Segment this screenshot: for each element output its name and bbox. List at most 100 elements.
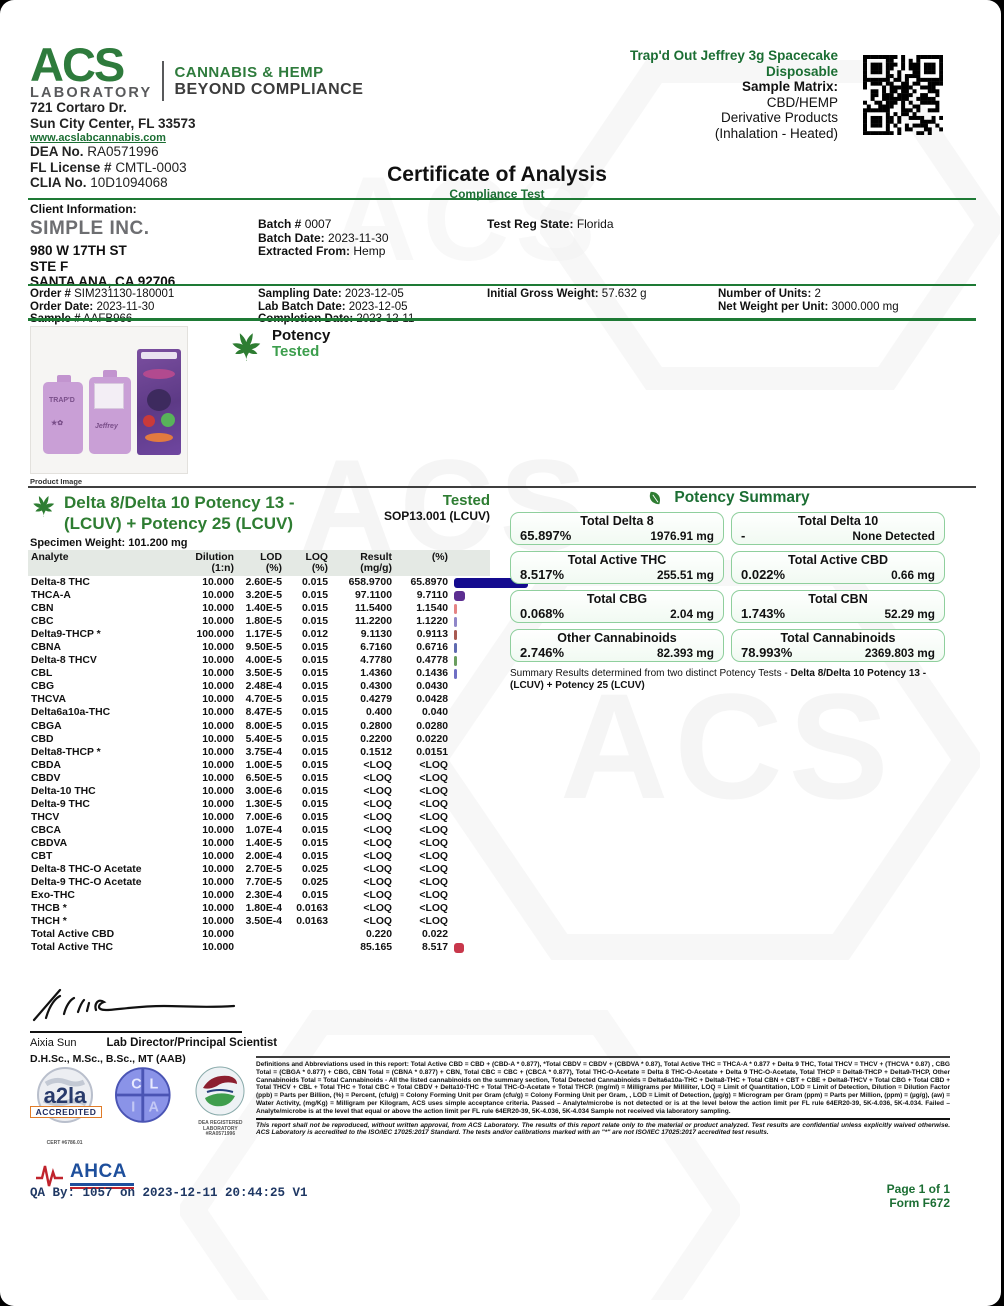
leaf-pin-icon <box>650 491 661 505</box>
table-row: Delta8-THCP * 10.000 3.75E-4 0.015 0.1512 0.0… <box>31 746 448 758</box>
summary-box: Total CBG 0.068% 2.04 mg <box>510 590 724 623</box>
table-row: Delta9-THCP * 100.000 1.17E-5 0.012 9.1130 0.… <box>28 628 490 641</box>
summary-box: Other Cannabinoids 2.746% 82.393 mg <box>510 629 724 662</box>
info-pair: Number of Units: 2 <box>718 288 821 300</box>
analyte-table-header: Analyte Dilution (1:n) LOD (%) LOQ (%) Resu… <box>28 550 490 576</box>
page-footer-right: Page 1 of 1 Form F672 <box>760 1182 950 1210</box>
client-address2: STE F <box>30 258 69 274</box>
clia-logo: C L I A <box>115 1067 171 1123</box>
product-info-block: Trap'd Out Jeffrey 3g Spacecake Disposab… <box>500 48 838 141</box>
table-row: THCVA 10.000 4.70E-5 0.015 0.4279 0.0428 <box>31 694 448 706</box>
dea-seal-icon <box>195 1066 245 1116</box>
form-number: Form F672 <box>889 1196 950 1210</box>
svg-text:C: C <box>131 1076 141 1092</box>
table-row: CBNA 10.000 9.50E-5 0.015 6.7160 0.6716 <box>28 641 490 654</box>
divider <box>28 486 976 489</box>
product-photo: TRAP'D ★✿ Jeffrey Product Image <box>30 326 188 486</box>
table-row: Delta-9 THC-O Acetate 10.000 7.70E-5 0.025 <… <box>31 877 448 889</box>
page-title: Certificate of Analysis <box>387 163 607 186</box>
table-row: Exo-THC 10.000 2.30E-4 0.015 <LOQ <LOQ <box>31 890 448 902</box>
potency-test-status: Tested <box>442 492 490 509</box>
logo-tagline2: BEYOND COMPLIANCE <box>174 81 364 98</box>
clia-value: 10D1094068 <box>90 175 168 190</box>
acs-logo-laboratory: LABORATORY <box>30 85 153 101</box>
result-bar <box>454 616 457 627</box>
sample-matrix-line1: CBD/HEMP <box>766 94 838 110</box>
signer-credentials: D.H.Sc., M.Sc., B.Sc., MT (AAB) <box>30 1053 186 1065</box>
order-info-col3: Initial Gross Weight: 57.632 g <box>487 288 647 301</box>
client-address1: 980 W 17TH ST <box>30 243 127 258</box>
result-bar <box>454 668 457 679</box>
badge-potency-label: Potency <box>272 327 331 344</box>
table-row: Delta-9 THC 10.000 1.30E-5 0.015 <LOQ <LOQ <box>31 798 448 810</box>
order-info-col4: Number of Units: 2 Net Weight per Unit: 3… <box>718 288 899 313</box>
result-bar <box>454 642 457 653</box>
result-bar-cell <box>448 603 488 614</box>
client-info-block: Client Information: SIMPLE INC. 980 W 17… <box>30 202 175 290</box>
acs-logo: ACS LABORATORY CANNABIS & HEMP BEYOND CO… <box>30 38 364 101</box>
info-pair: Batch # 0007 <box>258 217 332 231</box>
potency-test-header: Delta 8/Delta 10 Potency 13 - (LCUV) + P… <box>30 492 490 534</box>
divider <box>28 198 976 200</box>
signer-name: Aixia Sun <box>30 1037 77 1049</box>
table-row: THCH * 10.000 3.50E-4 0.0163 <LOQ <LOQ <box>31 916 448 928</box>
info-pair: Sampling Date: 2023-12-05 <box>258 288 404 300</box>
summary-box: Total Cannabinoids 78.993% 2369.803 mg <box>731 629 945 662</box>
summary-note: Summary Results determined from two dist… <box>510 668 927 691</box>
info-pair: Order Date: 2023-11-30 <box>30 300 155 313</box>
info-pair: Extracted From: Hemp <box>258 244 386 258</box>
potency-test-sop: SOP13.001 (LCUV) <box>383 509 490 523</box>
result-bar-cell <box>448 629 488 640</box>
result-bar <box>454 590 465 601</box>
sample-matrix-line2: Derivative Products <box>720 110 838 125</box>
logo-tagline1: CANNABIS & HEMP <box>174 64 324 81</box>
analyte-table-body: Delta-8 THC 10.000 2.60E-5 0.015 658.9700 65.… <box>28 576 528 954</box>
info-pair: Batch Date: 2023-11-30 <box>258 230 389 245</box>
fl-license-value: CMTL-0003 <box>115 159 187 175</box>
result-bar-cell <box>448 590 488 601</box>
signature-glyph <box>32 988 236 1022</box>
info-pair: Order # SIM231130-180001 <box>30 288 175 300</box>
result-bar-cell <box>448 655 488 666</box>
table-row: Delta-10 THC 10.000 3.00E-6 0.015 <LOQ <LOQ <box>31 785 448 797</box>
qr-code <box>863 55 943 135</box>
table-row: CBDA 10.000 1.00E-5 0.015 <LOQ <LOQ <box>31 759 448 771</box>
footer-text-block: Definitions and Abbreviations used in th… <box>256 1056 950 1137</box>
table-row: CBDV 10.000 6.50E-5 0.015 <LOQ <LOQ <box>31 772 448 784</box>
signature-block: Aixia Sun Lab Director/Principal Scienti… <box>30 984 277 1065</box>
accreditation-logos: a2la ACCREDITED CERT #6786.01 C L I A <box>30 1066 252 1189</box>
table-row: Total Active CBD 10.000 0.220 0.022 <box>31 929 448 941</box>
result-bar-cell <box>448 642 488 653</box>
dea-logo: DEA REGISTERED LABORATORY #RA0571996 <box>189 1066 252 1138</box>
a2la-cert-number: CERT #6786.01 <box>46 1140 83 1146</box>
divider <box>28 318 976 321</box>
table-row: CBC 10.000 1.80E-5 0.015 11.2200 1.1220 <box>28 615 490 628</box>
product-image-label: Product Image <box>30 477 83 486</box>
definitions-text: Definitions and Abbreviations used in th… <box>256 1061 950 1115</box>
client-name: SIMPLE INC. <box>30 218 150 239</box>
svg-text:L: L <box>150 1076 159 1092</box>
table-row: CBG 10.000 2.48E-4 0.015 0.4300 0.0430 <box>31 681 448 693</box>
lab-website-link[interactable]: www.acslabcannabis.com <box>30 132 166 144</box>
ahca-logo: AHCA <box>34 1161 252 1189</box>
badge-tested-label: Tested <box>272 343 320 360</box>
analyte-table: Analyte Dilution (1:n) LOD (%) LOQ (%) Resu… <box>28 550 528 954</box>
table-row: THCB * 10.000 1.80E-4 0.0163 <LOQ <LOQ <box>31 903 448 915</box>
table-row: CBGA 10.000 8.00E-5 0.015 0.2800 0.0280 <box>31 720 448 732</box>
dea-label: DEA No. <box>30 144 84 159</box>
table-row: CBDVA 10.000 1.40E-5 0.015 <LOQ <LOQ <box>31 837 448 849</box>
specimen-weight: Specimen Weight: 101.200 mg <box>30 537 188 549</box>
potency-test-title-line1: Delta 8/Delta 10 Potency 13 - <box>64 493 295 512</box>
a2la-accredited-label: ACCREDITED <box>30 1106 102 1118</box>
svg-text:A: A <box>149 1099 159 1115</box>
table-row: CBCA 10.000 1.07E-4 0.015 <LOQ <LOQ <box>31 824 448 836</box>
clia-label: CLIA No. <box>30 175 87 190</box>
info-pair: Net Weight per Unit: 3000.000 mg <box>718 300 899 313</box>
lab-address-line2: Sun City Center, FL 33573 <box>30 116 196 131</box>
acs-logo-text: ACS <box>30 38 125 91</box>
cannabis-leaf-icon <box>33 495 55 517</box>
product-title-line1: Trap'd Out Jeffrey 3g Spacecake <box>629 48 838 63</box>
table-row: THCV 10.000 7.00E-6 0.015 <LOQ <LOQ <box>31 811 448 823</box>
result-bar-cell <box>448 942 488 953</box>
ahca-text: AHCA <box>70 1160 127 1182</box>
